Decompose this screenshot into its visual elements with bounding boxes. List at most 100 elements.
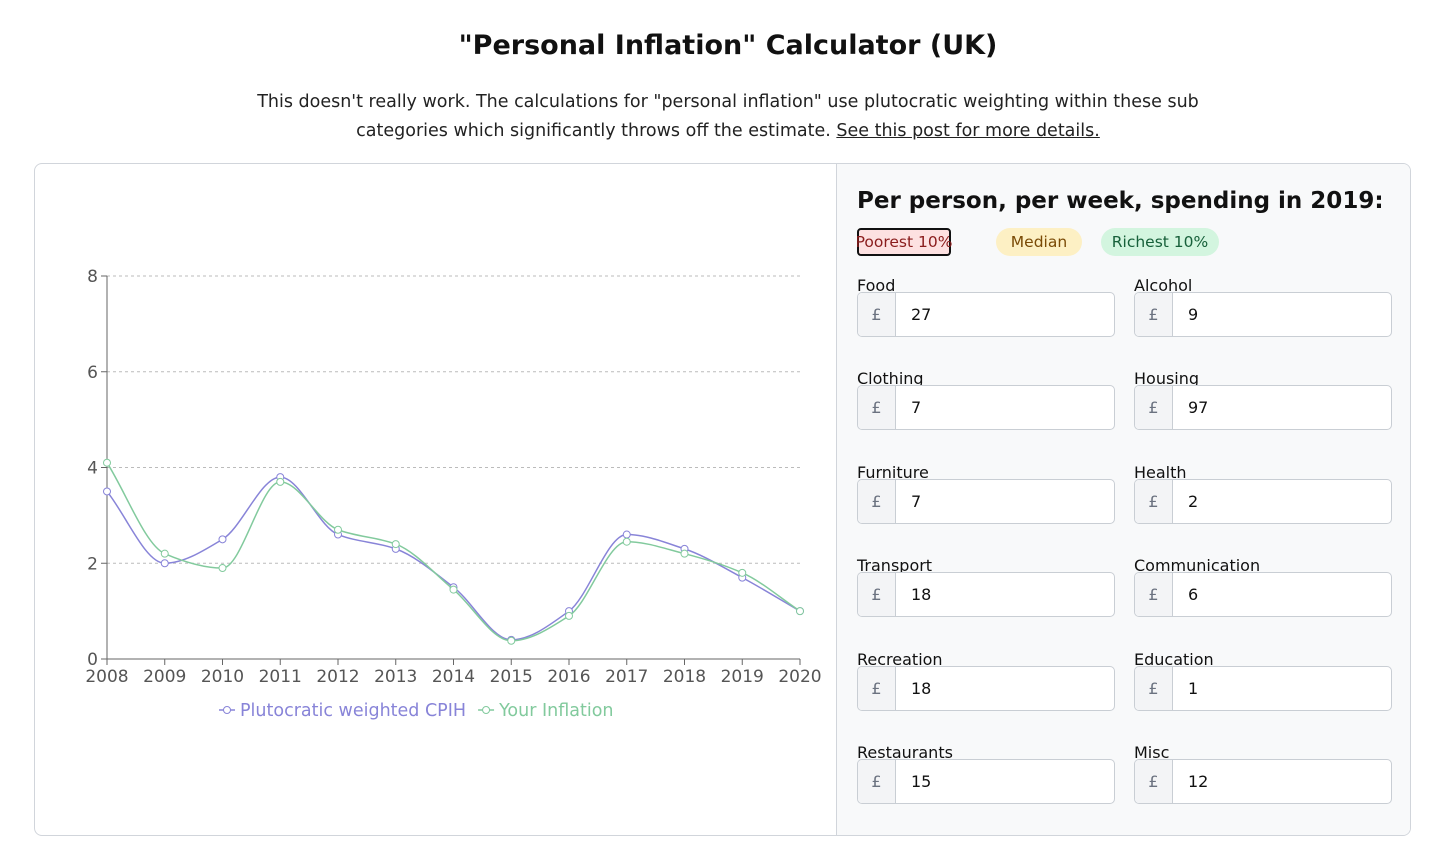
x-tick-label: 2014 — [432, 667, 475, 687]
x-tick-label: 2016 — [547, 667, 590, 687]
data-point-your-inflation — [160, 549, 169, 558]
field-label-education: Education — [1134, 649, 1214, 669]
x-tick-label: 2013 — [374, 667, 417, 687]
data-point-plutocratic-weighted-cpih — [218, 535, 227, 544]
data-point-your-inflation — [391, 540, 400, 549]
panel-title: Per person, per week, spending in 2019: — [857, 188, 1384, 214]
data-point-your-inflation — [565, 611, 573, 620]
data-point-your-inflation — [334, 525, 342, 534]
health-input[interactable] — [1173, 479, 1391, 523]
data-point-your-inflation — [449, 585, 458, 594]
education-input[interactable] — [1173, 666, 1391, 710]
field-label-housing: Housing — [1134, 369, 1200, 389]
y-tick-label: 4 — [87, 459, 98, 479]
field-box-transport: £ — [857, 572, 1115, 618]
x-tick-label: 2015 — [490, 667, 533, 687]
data-point-your-inflation — [680, 549, 689, 558]
field-label-misc: Misc — [1134, 743, 1170, 762]
furniture-input[interactable] — [896, 479, 1114, 523]
field-box-misc: £ — [1134, 759, 1392, 804]
food-input[interactable] — [896, 293, 1114, 336]
currency-prefix: £ — [1135, 386, 1173, 430]
currency-prefix: £ — [858, 479, 896, 523]
field-box-education: £ — [1134, 665, 1392, 711]
field-label-restaurants: Restaurants — [857, 743, 953, 762]
currency-prefix: £ — [858, 760, 896, 803]
field-label-health: Health — [1134, 462, 1187, 482]
legend-marker-plutocratic-weighted-cpih — [223, 706, 231, 714]
x-tick-label: 2018 — [663, 667, 706, 687]
data-point-plutocratic-weighted-cpih — [622, 530, 631, 539]
housing-input[interactable] — [1173, 386, 1391, 430]
currency-prefix: £ — [1135, 666, 1173, 710]
recreation-input[interactable] — [896, 666, 1114, 710]
field-box-restaurants: £ — [857, 759, 1115, 804]
currency-prefix: £ — [1135, 760, 1173, 803]
misc-input[interactable] — [1173, 760, 1391, 803]
x-tick-label: 2012 — [316, 667, 359, 687]
field-label-clothing: Clothing — [857, 369, 924, 389]
details-link[interactable]: See this post for more details. — [836, 121, 1100, 141]
field-label-transport: Transport — [857, 556, 933, 576]
alcohol-input[interactable] — [1173, 293, 1391, 336]
x-tick-label: 2010 — [201, 667, 244, 687]
field-label-recreation: Recreation — [857, 649, 943, 669]
preset-poorest-button[interactable]: Poorest 10% — [856, 228, 952, 256]
y-tick-label: 8 — [87, 267, 98, 287]
currency-prefix: £ — [858, 386, 896, 430]
data-point-plutocratic-weighted-cpih — [160, 559, 169, 568]
legend-label-your-inflation: Your Inflation — [498, 701, 613, 721]
y-tick-label: 0 — [87, 650, 98, 670]
data-point-your-inflation — [738, 568, 747, 577]
x-tick-label: 2009 — [143, 667, 186, 687]
series-line-your-inflation — [106, 462, 801, 642]
legend-marker-your-inflation — [482, 706, 491, 714]
data-point-your-inflation — [507, 636, 516, 645]
x-tick-label: 2020 — [778, 667, 821, 687]
field-label-furniture: Furniture — [857, 462, 929, 482]
communication-input[interactable] — [1173, 573, 1391, 617]
data-point-your-inflation — [218, 564, 227, 573]
restaurants-input[interactable] — [896, 760, 1114, 803]
currency-prefix: £ — [1135, 573, 1173, 617]
x-tick-label: 2008 — [85, 667, 128, 687]
field-box-clothing: £ — [857, 385, 1115, 431]
field-box-health: £ — [1134, 478, 1392, 524]
currency-prefix: £ — [858, 573, 896, 617]
spending-panel: Per person, per week, spending in 2019: … — [836, 164, 1410, 835]
field-box-housing: £ — [1134, 385, 1392, 431]
data-point-plutocratic-weighted-cpih — [103, 487, 111, 496]
page-title: "Personal Inflation" Calculator (UK) — [458, 30, 998, 61]
field-box-furniture: £ — [857, 478, 1115, 524]
clothing-input[interactable] — [896, 386, 1114, 430]
data-point-your-inflation — [796, 607, 804, 616]
field-box-communication: £ — [1134, 572, 1392, 618]
x-tick-label: 2017 — [605, 667, 648, 687]
calculator-card: 0 2 4 6 8 2008 2009 2010 2011 2012 2013 2014 2015 201… — [34, 163, 1411, 836]
data-point-your-inflation — [103, 458, 111, 467]
currency-prefix: £ — [1135, 479, 1173, 523]
field-label-alcohol: Alcohol — [1134, 276, 1193, 295]
inflation-chart: 0 2 4 6 8 2008 2009 2010 2011 2012 2013 2014 2015 201… — [35, 164, 836, 835]
y-tick-label: 2 — [87, 554, 98, 574]
data-point-your-inflation — [622, 537, 631, 546]
legend-label-plutocratic-weighted-cpih: Plutocratic weighted CPIH — [240, 701, 466, 721]
preset-median-button[interactable]: Median — [996, 228, 1082, 256]
currency-prefix: £ — [858, 666, 896, 710]
subtitle-text: This doesn't really work. The calculatio… — [257, 92, 1199, 141]
data-point-your-inflation — [276, 477, 285, 486]
field-label-communication: Communication — [1134, 556, 1261, 576]
x-tick-label: 2011 — [259, 667, 302, 687]
field-box-recreation: £ — [857, 665, 1115, 711]
page-subtitle: This doesn't really work. The calculatio… — [250, 88, 1206, 146]
currency-prefix: £ — [858, 293, 896, 336]
transport-input[interactable] — [896, 573, 1114, 617]
field-box-alcohol: £ — [1134, 292, 1392, 337]
series-line-plutocratic-weighted-cpih — [106, 476, 801, 641]
y-tick-label: 6 — [87, 363, 98, 383]
field-label-food: Food — [857, 276, 896, 295]
x-tick-label: 2019 — [721, 667, 764, 687]
chart-svg: 0 2 4 6 8 2008 2009 2010 2011 2012 2013 2014 2015 201… — [85, 267, 821, 721]
field-box-food: £ — [857, 292, 1115, 337]
preset-richest-button[interactable]: Richest 10% — [1101, 228, 1219, 256]
